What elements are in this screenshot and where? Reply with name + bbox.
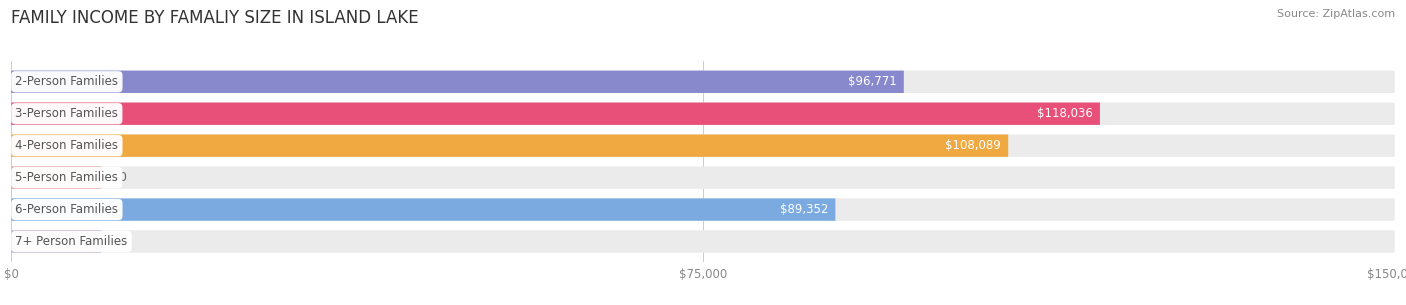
FancyBboxPatch shape: [11, 135, 1395, 157]
FancyBboxPatch shape: [11, 167, 1395, 189]
Text: 5-Person Families: 5-Person Families: [15, 171, 118, 184]
FancyBboxPatch shape: [11, 167, 101, 189]
FancyBboxPatch shape: [11, 230, 1395, 253]
Text: 4-Person Families: 4-Person Families: [15, 139, 118, 152]
FancyBboxPatch shape: [11, 230, 101, 253]
FancyBboxPatch shape: [11, 70, 1395, 93]
FancyBboxPatch shape: [11, 70, 904, 93]
Text: $89,352: $89,352: [779, 203, 828, 216]
FancyBboxPatch shape: [11, 135, 1008, 157]
FancyBboxPatch shape: [11, 102, 1099, 125]
Text: Source: ZipAtlas.com: Source: ZipAtlas.com: [1277, 9, 1395, 19]
FancyBboxPatch shape: [11, 198, 1395, 221]
FancyBboxPatch shape: [11, 102, 1395, 125]
Text: $0: $0: [112, 171, 127, 184]
Text: 3-Person Families: 3-Person Families: [15, 107, 118, 120]
Text: $0: $0: [112, 235, 127, 248]
Text: 6-Person Families: 6-Person Families: [15, 203, 118, 216]
Text: FAMILY INCOME BY FAMALIY SIZE IN ISLAND LAKE: FAMILY INCOME BY FAMALIY SIZE IN ISLAND …: [11, 9, 419, 27]
Text: $96,771: $96,771: [848, 75, 897, 88]
FancyBboxPatch shape: [11, 198, 835, 221]
Text: 2-Person Families: 2-Person Families: [15, 75, 118, 88]
Text: 7+ Person Families: 7+ Person Families: [15, 235, 128, 248]
Text: $108,089: $108,089: [945, 139, 1001, 152]
Text: $118,036: $118,036: [1036, 107, 1092, 120]
